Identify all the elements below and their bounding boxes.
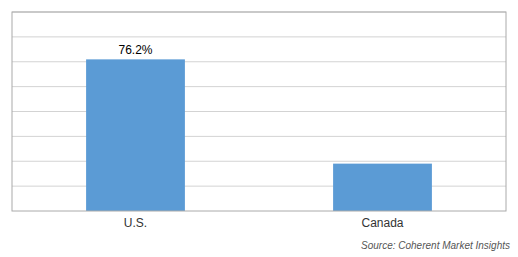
source-note: Source: Coherent Market Insights — [361, 240, 510, 251]
bar — [86, 59, 185, 211]
grid-line — [12, 36, 506, 37]
bars — [86, 59, 432, 211]
data-label: 76.2% — [118, 43, 152, 57]
plot-frame — [12, 12, 506, 211]
x-tick-label: U.S. — [124, 216, 147, 230]
chart-svg: 76.2% U.S. Canada Source: Coherent Market I… — [0, 0, 518, 257]
bar — [333, 164, 432, 211]
chart-container: 76.2% U.S. Canada Source: Coherent Market I… — [0, 0, 518, 257]
x-tick-label: Canada — [361, 216, 403, 230]
